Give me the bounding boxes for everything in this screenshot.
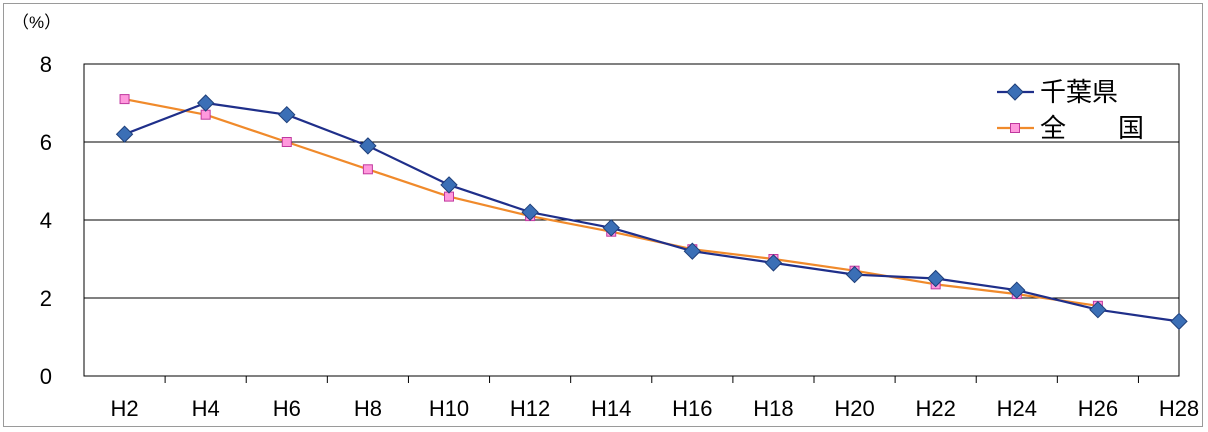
legend-marker-national — [1010, 123, 1020, 133]
x-tick-label-H24: H24 — [997, 396, 1037, 421]
x-tick-label-H22: H22 — [915, 396, 955, 421]
y-tick-label-4: 4 — [40, 208, 52, 233]
data-point-chiba-7 — [683, 242, 702, 260]
data-point-chiba-10 — [926, 269, 945, 288]
data-point-chiba-8 — [764, 254, 783, 272]
data-point-chiba-4 — [440, 176, 458, 194]
data-point-chiba-13 — [1170, 312, 1188, 331]
line-chart: 0 2 4 6 8 （%） H2 H4 H6 H8 H10 H12 H14 H16 H18 H20 H22 H24… — [12, 13, 1199, 421]
x-tick-label-H16: H16 — [672, 396, 712, 421]
data-point-chiba-9 — [845, 265, 864, 284]
x-tick-label-H14: H14 — [591, 396, 631, 421]
y-tick-label-2: 2 — [40, 286, 52, 311]
data-point-chiba-2 — [278, 105, 296, 124]
x-tick-label-H10: H10 — [429, 396, 469, 421]
series-line-0 — [124, 101, 1180, 323]
data-point-chiba-5 — [521, 203, 539, 221]
data-point-chiba-12 — [1089, 300, 1107, 319]
x-tick-label-H26: H26 — [1078, 396, 1118, 421]
chart-frame: 0 2 4 6 8 （%） H2 H4 H6 H8 H10 H12 H14 H16 H18 H20 H22 H24… — [3, 3, 1203, 427]
x-tick-label-H4: H4 — [192, 396, 220, 421]
plot-area-border — [83, 63, 1180, 377]
y-tick-label-0: 0 — [40, 364, 52, 389]
x-tick-label-H8: H8 — [354, 396, 382, 421]
legend-label-0: 千葉県 — [1040, 78, 1118, 108]
x-tick-label-H18: H18 — [753, 396, 793, 421]
data-point-chiba-0 — [115, 125, 134, 143]
x-tick-label-H6: H6 — [273, 396, 301, 421]
data-point-national-2 — [281, 137, 292, 147]
x-tick-label-H28: H28 — [1159, 396, 1199, 421]
x-tick-label-H2: H2 — [110, 396, 138, 421]
y-axis-unit-label: （%） — [12, 13, 61, 32]
legend-label-1: 全 国 — [1040, 114, 1144, 144]
data-point-chiba-3 — [359, 137, 377, 155]
x-tick-label-H20: H20 — [834, 396, 874, 421]
y-tick-label-8: 8 — [40, 52, 52, 77]
data-point-chiba-11 — [1008, 281, 1026, 299]
y-tick-label-6: 6 — [40, 130, 52, 155]
data-point-national-3 — [362, 164, 373, 175]
x-tick-label-H12: H12 — [510, 396, 550, 421]
data-point-national-0 — [119, 94, 130, 105]
data-point-chiba-6 — [602, 219, 620, 237]
data-point-chiba-1 — [196, 94, 215, 112]
legend-marker-chiba — [1006, 83, 1024, 101]
series-line-1 — [124, 98, 1099, 307]
